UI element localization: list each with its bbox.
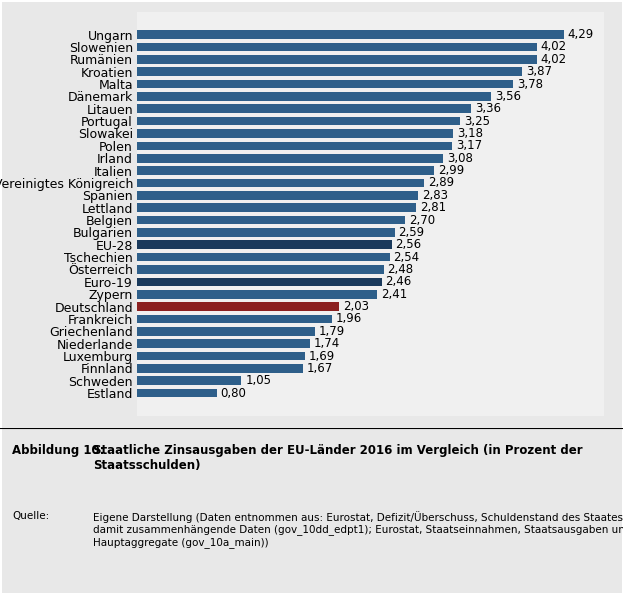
Text: 2,41: 2,41 [381, 287, 407, 301]
Bar [137, 290, 377, 299]
Bar [137, 327, 315, 336]
Bar [137, 203, 416, 212]
Text: Eigene Darstellung (Daten entnommen aus: Eurostat, Defizit/Überschuss, Schuldens: Eigene Darstellung (Daten entnommen aus:… [93, 511, 623, 548]
Text: Abbildung 10:: Abbildung 10: [12, 444, 105, 457]
Bar [137, 43, 536, 51]
Bar [137, 30, 564, 39]
Bar [137, 105, 471, 113]
Text: 3,17: 3,17 [456, 140, 482, 152]
Text: 2,54: 2,54 [394, 251, 420, 264]
Bar [137, 191, 419, 200]
Bar [137, 67, 522, 76]
Bar [137, 228, 394, 237]
Text: Quelle:: Quelle: [12, 511, 50, 521]
Text: 4,29: 4,29 [568, 28, 594, 41]
Text: 2,59: 2,59 [399, 226, 425, 239]
Text: 2,46: 2,46 [386, 276, 412, 288]
Text: 2,70: 2,70 [409, 213, 435, 226]
Bar [137, 216, 406, 225]
Bar [137, 253, 389, 261]
Bar [137, 277, 382, 286]
Text: 1,79: 1,79 [319, 325, 345, 338]
Text: 3,18: 3,18 [457, 127, 483, 140]
Bar [137, 117, 460, 125]
Text: 0,80: 0,80 [221, 387, 247, 400]
Bar [137, 241, 392, 249]
Text: 3,36: 3,36 [475, 102, 501, 115]
Text: Staatliche Zinsausgaben der EU-Länder 2016 im Vergleich (in Prozent der
Staatssc: Staatliche Zinsausgaben der EU-Länder 20… [93, 444, 583, 472]
Bar [137, 364, 303, 372]
Text: 3,56: 3,56 [495, 90, 521, 103]
Text: 1,96: 1,96 [336, 312, 362, 326]
Text: 4,02: 4,02 [541, 53, 567, 66]
Text: 2,89: 2,89 [429, 176, 454, 189]
Text: 2,48: 2,48 [388, 263, 414, 276]
Text: 3,25: 3,25 [464, 115, 490, 128]
Bar [137, 339, 310, 348]
Text: 4,02: 4,02 [541, 40, 567, 53]
Bar [137, 377, 242, 385]
Text: 1,05: 1,05 [245, 374, 272, 387]
Bar [137, 315, 332, 323]
Bar [137, 352, 305, 361]
Text: 2,56: 2,56 [396, 238, 422, 251]
Text: 1,69: 1,69 [309, 349, 335, 362]
Text: 2,83: 2,83 [422, 189, 449, 202]
Bar [137, 129, 453, 138]
Text: 2,81: 2,81 [421, 201, 447, 214]
Bar [137, 302, 339, 311]
Bar [137, 55, 536, 64]
Bar [137, 154, 443, 163]
Text: 3,87: 3,87 [526, 65, 552, 78]
Bar [137, 179, 424, 187]
Text: 2,03: 2,03 [343, 300, 369, 313]
Bar [137, 265, 384, 274]
Text: 2,99: 2,99 [439, 164, 465, 177]
Bar [137, 92, 491, 101]
Text: 1,67: 1,67 [307, 362, 333, 375]
Bar [137, 166, 434, 175]
Bar [137, 80, 513, 89]
Text: 3,78: 3,78 [517, 78, 543, 90]
Bar [137, 141, 452, 150]
Text: 3,08: 3,08 [447, 151, 473, 165]
Text: 1,74: 1,74 [314, 337, 340, 350]
Bar [137, 389, 217, 397]
